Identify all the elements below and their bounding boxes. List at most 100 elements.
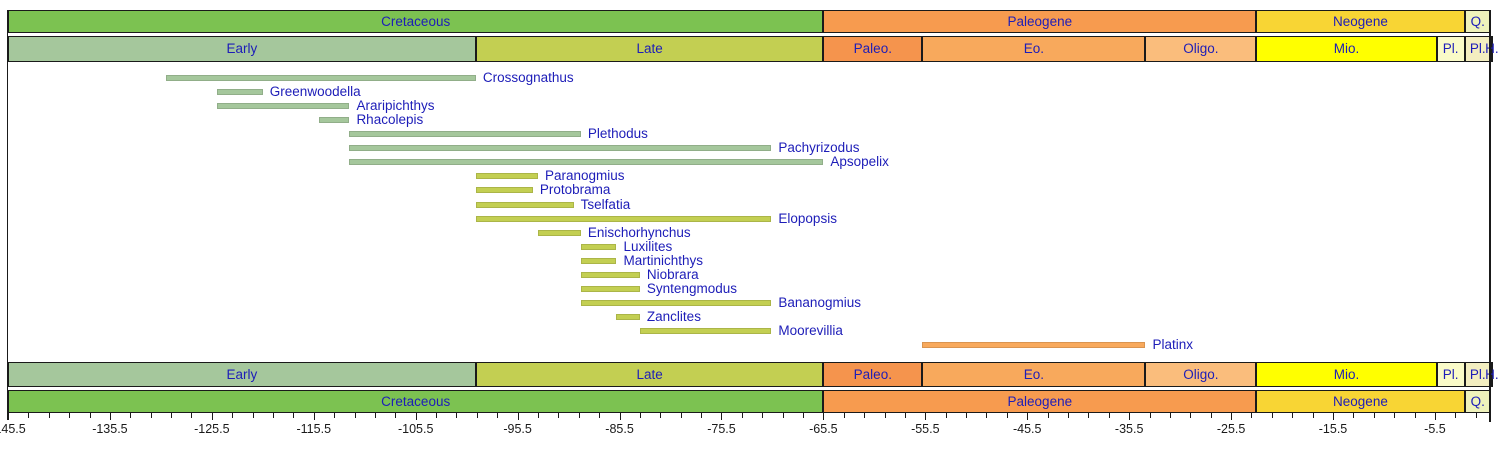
axis-tick-minor xyxy=(660,413,662,418)
bottom-period-band-label: Paleogene xyxy=(1007,393,1073,409)
axis-tick-minor xyxy=(1047,413,1049,418)
axis-tick-major xyxy=(823,413,825,420)
axis-tick-major xyxy=(517,413,519,420)
bottom-period-band-label: Neogene xyxy=(1333,393,1388,409)
top-epoch-band-eo-3: Eo. xyxy=(922,36,1146,62)
top-period-band-paleogene-1: Paleogene xyxy=(823,10,1257,33)
taxon-label-bananogmius: Bananogmius xyxy=(778,294,861,310)
axis-tick-minor xyxy=(476,413,478,418)
top-period-row: Cretaceous Paleogene Neogene Q. xyxy=(0,10,1500,33)
top-epoch-band-label: H. xyxy=(1485,41,1499,57)
axis-tick-label: -115.5 xyxy=(296,422,332,436)
axis-tick-minor xyxy=(986,413,988,418)
axis-tick-label: -125.5 xyxy=(194,422,230,436)
taxon-range-bar-elopopsis xyxy=(475,215,772,222)
bottom-epoch-band-label: Oligo. xyxy=(1183,366,1219,382)
taxon-range-bar-bananogmius xyxy=(580,299,772,306)
taxon-label-greenwoodella: Greenwoodella xyxy=(269,84,361,100)
bottom-period-band-paleogene-1: Paleogene xyxy=(823,390,1257,413)
bottom-period-band-q-3: Q. xyxy=(1464,390,1491,413)
taxon-range-bar-crossognathus xyxy=(165,75,476,81)
bottom-epoch-band-label: H. xyxy=(1485,366,1499,382)
axis-tick-minor xyxy=(966,413,968,418)
bottom-epoch-band-label: Early xyxy=(226,366,258,382)
taxon-label-martinichthys: Martinichthys xyxy=(623,252,704,268)
axis-tick-minor xyxy=(89,413,91,418)
top-period-band-cretaceous-0: Cretaceous xyxy=(8,10,824,33)
axis-tick-major xyxy=(619,413,621,420)
taxon-range-bar-rhacolepis xyxy=(318,117,350,124)
taxon-label-luxilites: Luxilites xyxy=(623,238,673,254)
taxon-label-pachyrizodus: Pachyrizodus xyxy=(778,140,860,156)
top-period-band-label: Cretaceous xyxy=(381,13,451,29)
axis-tick-minor xyxy=(28,413,30,418)
axis-tick-minor xyxy=(232,413,234,418)
axis-tick-major xyxy=(415,413,417,420)
taxon-range-bar-greenwoodella xyxy=(216,89,263,96)
axis-tick-minor xyxy=(599,413,601,418)
axis-tick-label: -145.5 xyxy=(0,422,26,436)
axis-tick-minor xyxy=(374,413,376,418)
chart-border-right xyxy=(1489,10,1491,422)
top-epoch-band-mio-5: Mio. xyxy=(1256,36,1437,62)
axis-tick-minor xyxy=(1006,413,1008,418)
top-epoch-row: Early Late Paleo. Eo. Oligo. Mio. Pl. Pl. H. xyxy=(0,36,1500,62)
taxon-range-bar-protobrama xyxy=(475,187,533,194)
axis-tick-minor xyxy=(395,413,397,418)
taxon-range-bar-tselfatia xyxy=(475,201,574,208)
axis-tick-major xyxy=(1129,413,1131,420)
axis-tick-label: -25.5 xyxy=(1216,422,1246,436)
axis-tick-minor xyxy=(1210,413,1212,418)
axis-tick-minor xyxy=(558,413,560,418)
bottom-period-band-neogene-2: Neogene xyxy=(1256,390,1465,413)
bottom-epoch-band-h-8: H. xyxy=(1485,362,1499,387)
top-epoch-band-label: Paleo. xyxy=(853,41,892,57)
taxon-range-bar-apsopelix xyxy=(349,159,824,166)
top-epoch-band-pl-7: Pl. xyxy=(1464,36,1491,62)
axis-tick-major xyxy=(1027,413,1029,420)
top-epoch-band-late-1: Late xyxy=(475,36,824,62)
axis-tick-minor xyxy=(48,413,50,418)
axis-tick-minor xyxy=(436,413,438,418)
axis-tick-minor xyxy=(803,413,804,418)
axis-tick-label: -15.5 xyxy=(1318,422,1348,436)
taxon-range-bar-syntengmodus xyxy=(580,285,640,292)
taxon-range-bar-moorevillia xyxy=(639,328,772,335)
taxon-label-plethodus: Plethodus xyxy=(587,126,648,142)
axis-tick-minor xyxy=(762,413,764,418)
axis-tick-minor xyxy=(150,413,152,418)
axis-tick-major xyxy=(313,413,315,420)
axis-tick-major xyxy=(925,413,927,420)
top-epoch-band-pl-6: Pl. xyxy=(1436,36,1465,62)
axis-tick-minor xyxy=(639,413,641,418)
bottom-period-band-label: Q. xyxy=(1470,393,1485,409)
bottom-epoch-band-paleo-2: Paleo. xyxy=(823,362,923,387)
top-epoch-band-early-0: Early xyxy=(8,36,476,62)
taxon-range-bar-platinx xyxy=(922,342,1146,349)
taxon-range-bar-martinichthys xyxy=(580,257,617,264)
axis-tick-minor xyxy=(130,413,132,418)
axis-tick-major xyxy=(1333,413,1335,420)
top-epoch-band-label: Pl. xyxy=(1469,41,1486,57)
axis-tick-label: -5.5 xyxy=(1424,422,1446,436)
axis-tick-label: -65.5 xyxy=(809,422,838,436)
taxon-label-elopopsis: Elopopsis xyxy=(778,210,837,226)
taxon-label-syntengmodus: Syntengmodus xyxy=(646,280,737,296)
axis-tick-minor xyxy=(1394,413,1396,418)
axis-tick-minor xyxy=(497,413,499,418)
axis-tick-minor xyxy=(843,413,845,418)
top-epoch-band-label: Mio. xyxy=(1333,41,1360,57)
taxon-range-bar-luxilites xyxy=(580,243,617,250)
axis-tick-minor xyxy=(945,413,947,418)
taxon-label-niobrara: Niobrara xyxy=(646,266,699,282)
axis-tick-minor xyxy=(1292,413,1294,418)
bottom-epoch-band-pl-6: Pl. xyxy=(1436,362,1465,387)
axis-tick-minor xyxy=(782,413,784,418)
axis-tick-label: -85.5 xyxy=(605,422,634,436)
axis-tick-minor xyxy=(354,413,356,418)
axis-tick-minor xyxy=(680,413,682,418)
taxon-label-enischorhynchus: Enischorhynchus xyxy=(587,224,691,240)
axis-tick-major xyxy=(721,413,723,420)
axis-tick-minor xyxy=(334,413,336,418)
taxon-label-zanclites: Zanclites xyxy=(646,309,701,325)
